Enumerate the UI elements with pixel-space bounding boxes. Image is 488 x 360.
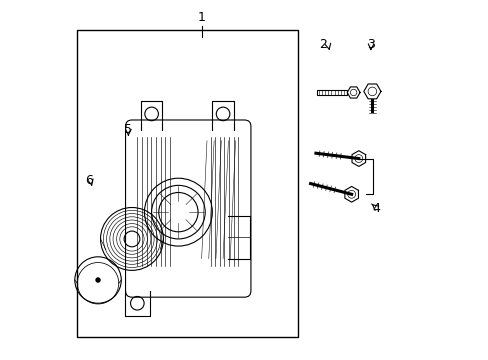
Bar xyxy=(316,90,346,95)
Text: 2: 2 xyxy=(319,38,326,51)
Circle shape xyxy=(96,278,100,282)
Text: 3: 3 xyxy=(366,38,374,51)
Text: 1: 1 xyxy=(197,11,205,24)
Text: 5: 5 xyxy=(124,123,132,136)
Text: 6: 6 xyxy=(85,174,93,186)
Text: 4: 4 xyxy=(372,202,380,215)
Bar xyxy=(77,30,298,337)
